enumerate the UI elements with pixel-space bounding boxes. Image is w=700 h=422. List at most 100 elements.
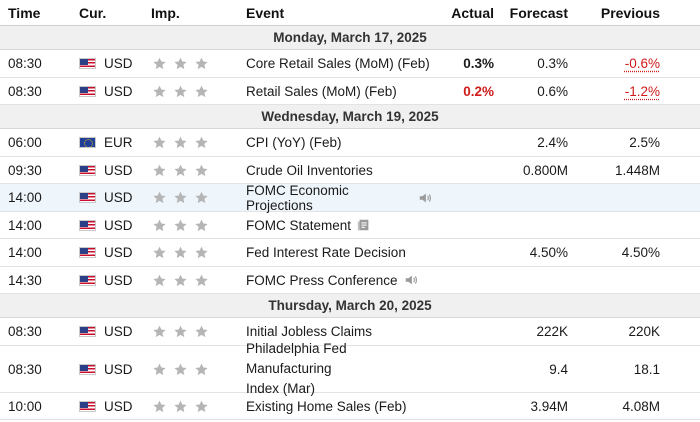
currency-cell: USD xyxy=(54,56,149,71)
header-actual: Actual xyxy=(451,4,494,21)
importance-star-icon xyxy=(174,363,187,375)
event-link[interactable]: Crude Oil Inventories xyxy=(246,163,432,178)
event-row[interactable]: 08:30 USD Retail Sales (MoM) (Feb) 0.2% … xyxy=(0,78,700,105)
importance-star-icon xyxy=(195,191,208,204)
event-link[interactable]: Fed Interest Rate Decision xyxy=(246,245,432,260)
event-time: 09:30 xyxy=(8,162,42,178)
importance-stars xyxy=(149,218,246,233)
header-event: Event xyxy=(246,4,285,21)
event-row[interactable]: 14:00 USD Fed Interest Rate Decision 4.5… xyxy=(0,239,700,267)
importance-star-icon xyxy=(153,57,166,70)
table-header: Time Cur. Imp. Event Actual Forecast Pre… xyxy=(0,0,700,26)
forecast-value: 4.50% xyxy=(529,245,568,260)
event-name: Initial Jobless Claims xyxy=(246,324,373,339)
importance-star-icon xyxy=(174,246,187,259)
speaker-icon[interactable] xyxy=(418,191,432,205)
event-time: 06:00 xyxy=(8,135,42,150)
event-link[interactable]: FOMC Press Conference xyxy=(246,273,432,288)
us-flag-icon xyxy=(79,58,96,69)
forecast-value: 0.800M xyxy=(522,162,568,178)
importance-star-icon xyxy=(153,191,166,204)
day-label: Monday, March 17, 2025 xyxy=(273,30,427,45)
event-link[interactable]: FOMC Economic Projections xyxy=(246,183,432,213)
event-row[interactable]: 10:00 USD Existing Home Sales (Feb) 3.94… xyxy=(0,393,700,420)
event-row[interactable]: 09:30 USD Crude Oil Inventories 0.800M 1… xyxy=(0,157,700,184)
header-previous: Previous xyxy=(600,4,660,21)
day-header: Monday, March 17, 2025 xyxy=(0,26,700,50)
event-time: 14:00 xyxy=(8,190,42,205)
day-label: Thursday, March 20, 2025 xyxy=(268,298,432,313)
event-link[interactable]: Initial Jobless Claims xyxy=(246,324,432,339)
importance-stars xyxy=(149,135,246,150)
event-row[interactable]: 08:30 USD Initial Jobless Claims 222K 22… xyxy=(0,318,700,346)
previous-value: 2.5% xyxy=(629,135,660,150)
currency-code: USD xyxy=(104,245,133,260)
event-link[interactable]: CPI (YoY) (Feb) xyxy=(246,135,432,150)
day-label: Wednesday, March 19, 2025 xyxy=(261,109,439,124)
previous-value: -1.2% xyxy=(624,83,660,99)
event-row[interactable]: 08:30 USD Core Retail Sales (MoM) (Feb) … xyxy=(0,50,700,78)
actual-value: 0.2% xyxy=(463,83,494,99)
event-name: Existing Home Sales (Feb) xyxy=(246,398,407,414)
event-link[interactable]: FOMC Statement xyxy=(246,218,432,233)
event-row[interactable]: 14:00 USD FOMC Economic Projections xyxy=(0,183,700,213)
currency-cell: USD xyxy=(54,190,149,205)
event-name: Crude Oil Inventories xyxy=(246,162,373,178)
currency-cell: USD xyxy=(54,84,149,99)
currency-code: USD xyxy=(104,217,133,233)
previous-value: 4.08M xyxy=(622,398,660,414)
importance-star-icon xyxy=(153,85,166,97)
importance-stars xyxy=(149,399,246,414)
currency-cell: USD xyxy=(54,218,149,233)
speaker-icon[interactable] xyxy=(404,273,418,287)
currency-code: USD xyxy=(104,56,133,71)
us-flag-icon xyxy=(79,219,96,231)
event-name: FOMC Economic Projections xyxy=(246,182,349,213)
forecast-value: 9.4 xyxy=(549,361,568,377)
forecast-value: 2.4% xyxy=(537,135,568,150)
day-header: Thursday, March 20, 2025 xyxy=(0,294,700,318)
importance-stars xyxy=(149,245,246,260)
event-time: 08:30 xyxy=(8,83,42,99)
header-currency: Cur. xyxy=(79,4,107,21)
previous-value: 220K xyxy=(628,324,660,339)
event-link[interactable]: Core Retail Sales (MoM) (Feb) xyxy=(246,56,432,71)
forecast-value: 222K xyxy=(536,324,568,339)
event-name: FOMC Statement xyxy=(246,217,352,233)
currency-cell: USD xyxy=(54,399,149,414)
importance-star-icon xyxy=(195,85,208,97)
event-name: Retail Sales (MoM) (Feb) xyxy=(246,83,397,99)
importance-star-icon xyxy=(153,164,166,176)
importance-star-icon xyxy=(174,400,187,412)
event-row[interactable]: 06:00 EUR CPI (YoY) (Feb) 2.4% 2.5% xyxy=(0,129,700,157)
event-name: Fed Interest Rate Decision xyxy=(246,245,406,260)
currency-cell: USD xyxy=(54,163,149,178)
event-link[interactable]: Philadelphia Fed Manufacturing Index (Mar… xyxy=(246,339,432,399)
importance-stars xyxy=(149,163,246,178)
previous-value: -0.6% xyxy=(624,56,660,71)
event-row[interactable]: 14:30 USD FOMC Press Conference xyxy=(0,267,700,294)
event-time: 14:30 xyxy=(8,272,42,288)
importance-star-icon xyxy=(153,246,166,259)
us-flag-icon xyxy=(79,85,96,97)
currency-cell: USD xyxy=(54,273,149,288)
currency-cell: USD xyxy=(54,362,149,377)
forecast-value: 0.3% xyxy=(537,56,568,71)
importance-star-icon xyxy=(195,274,208,286)
event-name: FOMC Press Conference xyxy=(246,272,398,288)
importance-star-icon xyxy=(153,400,166,412)
importance-stars xyxy=(149,190,246,205)
importance-star-icon xyxy=(195,363,208,375)
header-forecast: Forecast xyxy=(509,4,568,21)
importance-star-icon xyxy=(153,274,166,286)
document-icon[interactable] xyxy=(357,218,371,232)
event-row[interactable]: 14:00 USD FOMC Statement xyxy=(0,212,700,239)
event-time: 08:30 xyxy=(8,361,42,377)
importance-star-icon xyxy=(153,219,166,231)
previous-value: 1.448M xyxy=(614,162,660,178)
currency-code: USD xyxy=(104,398,133,414)
event-row[interactable]: 08:30 USD Philadelphia Fed Manufacturing… xyxy=(0,341,700,396)
event-link[interactable]: Existing Home Sales (Feb) xyxy=(246,399,432,414)
event-link[interactable]: Retail Sales (MoM) (Feb) xyxy=(246,84,432,99)
